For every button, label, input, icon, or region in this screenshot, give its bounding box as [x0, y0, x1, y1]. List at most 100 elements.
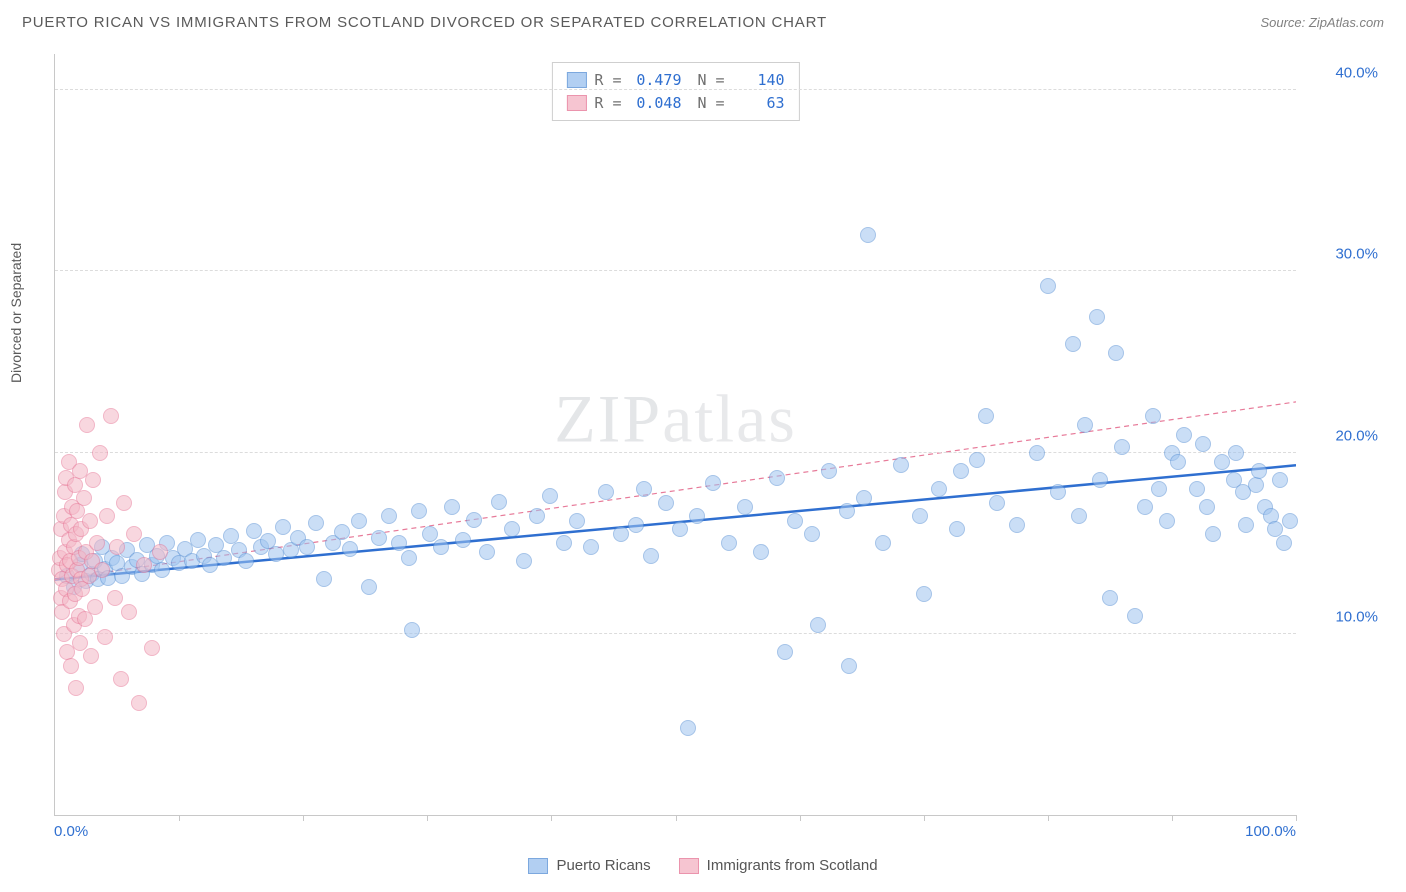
data-point-pr [308, 515, 324, 531]
swatch-icon [528, 858, 548, 874]
data-point-pr [342, 541, 358, 557]
data-point-pr [391, 535, 407, 551]
data-point-pr [769, 470, 785, 486]
data-point-pr [569, 513, 585, 529]
data-point-pr [1282, 513, 1298, 529]
data-point-pr [636, 481, 652, 497]
data-point-pr [1176, 427, 1192, 443]
data-point-pr [777, 644, 793, 660]
data-point-pr [1248, 477, 1264, 493]
data-point-scot [113, 671, 129, 687]
data-point-pr [1228, 445, 1244, 461]
series-legend: Puerto Ricans Immigrants from Scotland [0, 857, 1406, 874]
data-point-pr [969, 452, 985, 468]
data-point-scot [82, 513, 98, 529]
data-point-scot [68, 680, 84, 696]
data-point-scot [79, 417, 95, 433]
data-point-pr [978, 408, 994, 424]
data-point-pr [1050, 484, 1066, 500]
data-point-scot [76, 490, 92, 506]
data-point-scot [87, 599, 103, 615]
data-point-pr [1077, 417, 1093, 433]
data-point-pr [821, 463, 837, 479]
y-tick-label: 20.0% [1304, 427, 1378, 444]
data-point-pr [1151, 481, 1167, 497]
data-point-pr [1276, 535, 1292, 551]
r-value: 0.048 [630, 92, 682, 115]
data-point-pr [753, 544, 769, 560]
data-point-scot [152, 544, 168, 560]
data-point-scot [131, 695, 147, 711]
y-tick-label: 10.0% [1304, 608, 1378, 625]
x-tick-mark [676, 815, 677, 821]
data-point-pr [810, 617, 826, 633]
source-label: Source: ZipAtlas.com [1260, 15, 1384, 30]
data-point-pr [613, 526, 629, 542]
legend-label: Immigrants from Scotland [707, 857, 878, 874]
data-point-pr [1089, 309, 1105, 325]
data-point-pr [680, 720, 696, 736]
y-tick-label: 30.0% [1304, 246, 1378, 263]
data-point-pr [351, 513, 367, 529]
data-point-pr [1214, 454, 1230, 470]
data-point-pr [839, 503, 855, 519]
data-point-pr [1238, 517, 1254, 533]
n-label: N = [698, 69, 725, 92]
legend-label: Puerto Ricans [556, 857, 650, 874]
stats-row-scot: R = 0.048 N = 63 [566, 92, 784, 115]
data-point-pr [1267, 521, 1283, 537]
stats-legend: R =0.479N =140R =0.048N =63 [551, 62, 799, 121]
data-point-scot [83, 648, 99, 664]
plot-area: ZIPatlas R =0.479N =140R =0.048N =63 10.… [54, 54, 1296, 816]
gridline [55, 452, 1296, 453]
n-value: 63 [733, 92, 785, 115]
chart-title: PUERTO RICAN VS IMMIGRANTS FROM SCOTLAND… [22, 14, 827, 31]
data-point-pr [1029, 445, 1045, 461]
data-point-pr [1272, 472, 1288, 488]
n-label: N = [698, 92, 725, 115]
data-point-pr [404, 622, 420, 638]
data-point-pr [154, 562, 170, 578]
x-tick-mark [924, 815, 925, 821]
data-point-pr [1251, 463, 1267, 479]
data-point-scot [97, 629, 113, 645]
data-point-pr [1199, 499, 1215, 515]
data-point-pr [275, 519, 291, 535]
y-axis-label: Divorced or Separated [8, 243, 24, 383]
data-point-pr [1205, 526, 1221, 542]
chart-container: Divorced or Separated ZIPatlas R =0.479N… [22, 46, 1384, 844]
x-tick-mark [1172, 815, 1173, 821]
data-point-pr [190, 532, 206, 548]
data-point-pr [444, 499, 460, 515]
x-axis-min-label: 0.0% [54, 823, 88, 840]
n-value: 140 [733, 69, 785, 92]
data-point-pr [860, 227, 876, 243]
data-point-pr [542, 488, 558, 504]
data-point-pr [1102, 590, 1118, 606]
data-point-pr [628, 517, 644, 533]
data-point-scot [107, 590, 123, 606]
data-point-pr [216, 550, 232, 566]
data-point-pr [381, 508, 397, 524]
trend-lines [55, 54, 1296, 815]
data-point-pr [316, 571, 332, 587]
data-point-scot [92, 445, 108, 461]
r-label: R = [594, 69, 621, 92]
data-point-scot [121, 604, 137, 620]
data-point-scot [99, 508, 115, 524]
data-point-pr [841, 658, 857, 674]
data-point-pr [1195, 436, 1211, 452]
stats-row-pr: R =0.479N =140 [566, 69, 784, 92]
data-point-pr [516, 553, 532, 569]
data-point-pr [737, 499, 753, 515]
data-point-pr [643, 548, 659, 564]
data-point-pr [721, 535, 737, 551]
gridline [55, 89, 1296, 90]
data-point-pr [1137, 499, 1153, 515]
data-point-pr [268, 546, 284, 562]
r-label: R = [594, 92, 621, 115]
data-point-pr [989, 495, 1005, 511]
data-point-pr [1145, 408, 1161, 424]
data-point-scot [103, 408, 119, 424]
gridline [55, 633, 1296, 634]
